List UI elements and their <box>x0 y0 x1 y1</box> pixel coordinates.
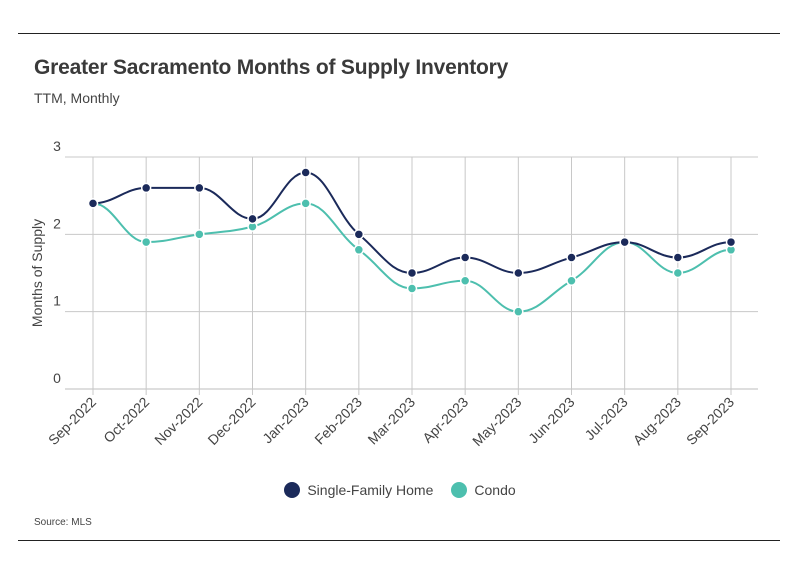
x-tick-label: Aug-2023 <box>630 394 684 448</box>
x-tick-label: Nov-2022 <box>151 394 205 448</box>
legend-swatch-condo <box>451 482 468 498</box>
top-rule <box>18 33 780 34</box>
y-axis-title: Months of Supply <box>29 219 45 327</box>
legend-swatch-single-family <box>284 482 301 498</box>
data-point-single-family <box>459 252 471 263</box>
data-point-condo <box>300 198 311 209</box>
x-tick-label: May-2023 <box>469 394 524 449</box>
bottom-rule <box>18 540 780 541</box>
data-point-single-family <box>406 267 418 279</box>
x-tick-label: Oct-2022 <box>100 394 152 446</box>
data-point-single-family <box>194 182 205 194</box>
data-point-condo <box>140 236 152 248</box>
x-tick-label: Jun-2023 <box>525 394 578 447</box>
legend-item-single-family[interactable]: Single-Family Home <box>284 482 433 498</box>
chart-subtitle: TTM, Monthly <box>34 90 120 106</box>
data-point-single-family <box>87 198 99 209</box>
data-point-single-family <box>300 167 311 178</box>
y-tick-label: 2 <box>53 215 61 231</box>
x-tick-label: Apr-2023 <box>419 394 471 446</box>
y-tick-label: 0 <box>53 370 61 386</box>
source-note: Source: MLS <box>34 517 92 528</box>
chart-title: Greater Sacramento Months of Supply Inve… <box>34 56 509 79</box>
y-tick-label: 1 <box>53 293 61 309</box>
data-point-single-family <box>566 252 577 263</box>
legend-label-single-family: Single-Family Home <box>307 482 434 498</box>
x-tick-label: Sep-2022 <box>45 394 99 448</box>
x-tick-label: Jul-2023 <box>582 394 631 443</box>
data-point-single-family <box>619 236 630 248</box>
data-point-single-family <box>672 252 684 263</box>
data-point-condo <box>513 306 524 317</box>
data-point-single-family <box>247 213 258 225</box>
data-point-condo <box>566 275 577 286</box>
data-point-single-family <box>353 229 365 240</box>
data-point-condo <box>672 267 684 279</box>
data-point-single-family <box>140 182 152 194</box>
x-tick-label: Mar-2023 <box>364 394 418 448</box>
x-tick-label: Feb-2023 <box>311 394 365 448</box>
legend-item-condo[interactable]: Condo <box>451 482 516 498</box>
data-point-single-family <box>725 236 737 248</box>
legend: Single-Family Home Condo <box>0 482 800 498</box>
legend-label-condo: Condo <box>474 482 516 498</box>
data-point-condo <box>194 229 205 240</box>
data-point-single-family <box>513 267 524 279</box>
x-tick-label: Dec-2022 <box>204 394 258 448</box>
y-tick-label: 3 <box>53 138 61 154</box>
x-tick-label: Sep-2023 <box>683 394 737 448</box>
data-point-condo <box>406 283 418 294</box>
data-point-condo <box>353 244 365 256</box>
data-point-condo <box>459 275 471 286</box>
x-tick-label: Jan-2023 <box>259 394 312 447</box>
